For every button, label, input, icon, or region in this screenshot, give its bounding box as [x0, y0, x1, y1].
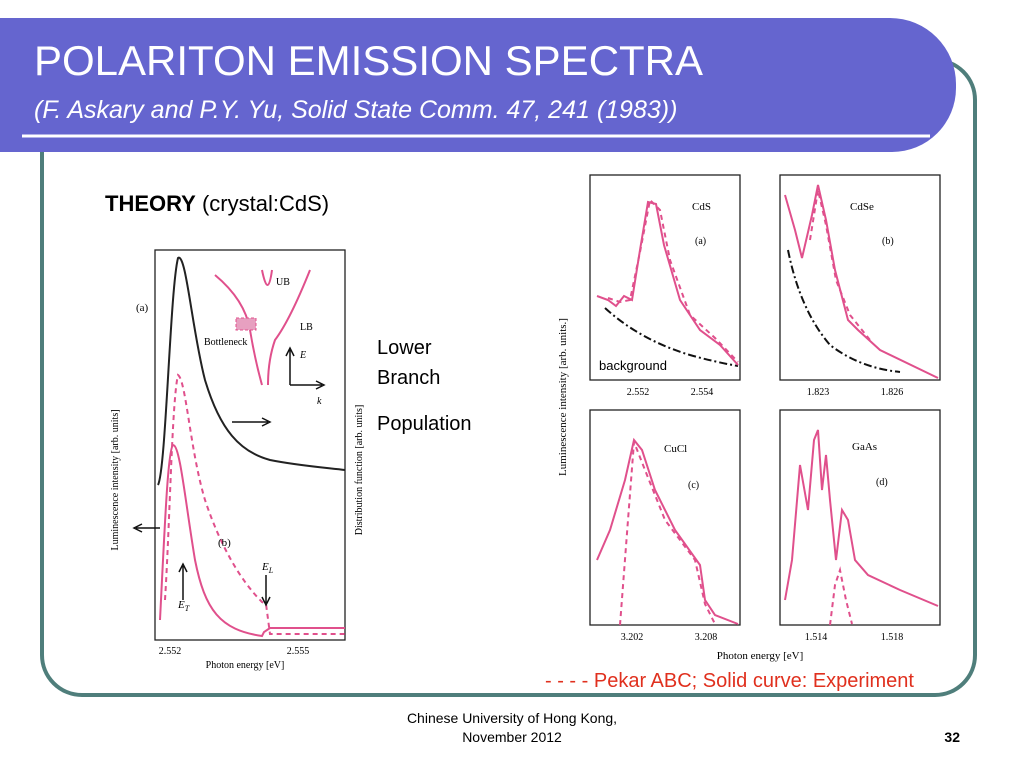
inset-label: k [317, 396, 322, 407]
x-tick-label: 3.208 [695, 632, 718, 643]
theory-heading: THEORY (crystal:CdS) [105, 191, 329, 216]
curve [784, 184, 939, 379]
panel-material: GaAs [852, 441, 877, 453]
plot-frame [779, 409, 941, 626]
x-tick-label: 2.555 [287, 646, 310, 657]
x-tick-label: 1.823 [807, 387, 830, 398]
curve [159, 443, 345, 638]
plot-frame [779, 174, 941, 381]
plot-frame [154, 249, 346, 641]
x-tick-label: 2.552 [159, 646, 182, 657]
curve [619, 441, 716, 626]
footer-source: Chinese University of Hong Kong, [407, 710, 617, 726]
y-label: Luminescence intensity [arb. units.] [557, 318, 569, 476]
inset-label: UB [276, 277, 290, 288]
side-label: Population [377, 413, 472, 435]
x-tick-label: 2.554 [691, 387, 714, 398]
page-number: 32 [944, 729, 960, 745]
x-tick-label: 1.518 [881, 632, 904, 643]
panel-material: CuCl [664, 443, 687, 455]
theory-note: (crystal:CdS) [202, 191, 329, 216]
marker: EL [261, 561, 274, 575]
marker-sub: L [268, 566, 274, 575]
panel-tag: (a) [695, 236, 706, 247]
inset-label: LB [300, 322, 313, 333]
y-label: Luminescence intensity [arb. units] [110, 409, 121, 550]
panel-material: CdS [692, 201, 711, 213]
side-label: Lower [377, 337, 432, 359]
panel-tag: (d) [876, 477, 888, 488]
panel-note: background [599, 358, 667, 373]
y2-label: Distribution function [arb. units] [354, 405, 365, 536]
marker-sub: T [185, 604, 190, 613]
x-tick-label: 3.202 [621, 632, 644, 643]
right-figure: CdS (a) background 2.552 2.554 CdSe (b) … [557, 174, 941, 662]
plot-frame [589, 174, 741, 381]
side-label: Branch [377, 367, 440, 389]
inset-label: E [299, 350, 306, 361]
bottleneck-box [235, 317, 257, 331]
legend: - - - - Pekar ABC; Solid curve: Experime… [545, 670, 914, 692]
curve [604, 307, 739, 367]
x-tick-label: 1.514 [805, 632, 828, 643]
x-tick-label: 1.826 [881, 387, 904, 398]
inset-label: Bottleneck [204, 337, 247, 348]
title: POLARITON EMISSION SPECTRA [34, 37, 703, 84]
curve [784, 429, 939, 607]
arrows [132, 346, 326, 607]
left-figure: (a) (b) UB LB Bottleneck E k ET EL 2.552… [110, 249, 365, 671]
theory-bold: THEORY [105, 191, 196, 216]
curve [164, 373, 345, 635]
footer-source: November 2012 [462, 729, 562, 745]
x-label: Photon energy [eV] [206, 660, 285, 671]
panel-material: CdSe [850, 201, 874, 213]
x-tick-label: 2.552 [627, 387, 650, 398]
panel-tag: (b) [882, 236, 894, 247]
subtitle: (F. Askary and P.Y. Yu, Solid State Comm… [34, 96, 677, 124]
panel-tag: (a) [136, 302, 149, 314]
header-band [0, 18, 956, 152]
curve [157, 256, 346, 486]
curve [596, 200, 739, 366]
marker-symbol: E [177, 599, 185, 611]
panel-tag: (b) [218, 537, 231, 549]
marker: ET [177, 599, 190, 613]
curve [596, 437, 739, 625]
curve [607, 197, 739, 363]
panel-tag: (c) [688, 480, 699, 491]
curve [829, 566, 853, 626]
marker-symbol: E [261, 561, 269, 573]
x-label: Photon energy [eV] [717, 650, 804, 662]
